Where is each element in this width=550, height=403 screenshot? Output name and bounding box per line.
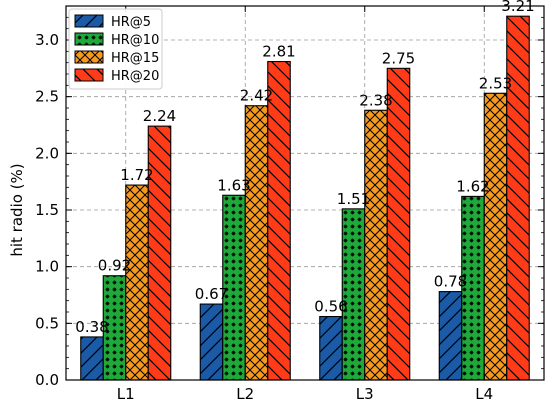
legend-swatch-pattern xyxy=(74,14,104,28)
x-tick-label: L4 xyxy=(475,385,493,403)
legend-swatch-pattern xyxy=(74,32,104,46)
legend-swatch-pattern xyxy=(74,68,104,82)
y-tick-label: 3.0 xyxy=(35,31,59,49)
data-label: 0.38 xyxy=(75,318,108,336)
y-tick-label: 0.5 xyxy=(35,314,59,332)
bar-pattern xyxy=(438,291,463,381)
data-label: 1.63 xyxy=(217,176,250,194)
y-tick-label: 2.5 xyxy=(35,88,59,106)
bar-pattern xyxy=(267,60,291,381)
bar-pattern xyxy=(125,184,149,381)
data-label: 2.81 xyxy=(262,43,295,61)
x-tick-label: L3 xyxy=(356,385,374,403)
legend-swatch-pattern xyxy=(74,50,104,64)
x-tick-label: L2 xyxy=(236,385,254,403)
bar-pattern xyxy=(506,15,530,381)
data-label: 1.72 xyxy=(120,166,153,184)
data-label: 0.92 xyxy=(98,257,131,275)
bar-pattern xyxy=(244,105,269,381)
data-label: 0.56 xyxy=(314,298,347,316)
data-label: 0.78 xyxy=(434,273,467,291)
data-label: 2.24 xyxy=(143,107,176,125)
legend-label: HR@10 xyxy=(111,33,159,48)
y-tick-label: 0.0 xyxy=(35,371,59,389)
bar-pattern xyxy=(319,315,343,381)
legend: HR@5 HR@10 HR@15 HR@20 xyxy=(68,8,163,90)
data-label: 1.62 xyxy=(456,177,489,195)
y-axis-label: hit radio (%) xyxy=(8,163,26,256)
data-label: 2.75 xyxy=(382,49,415,67)
legend-label: HR@5 xyxy=(111,15,151,30)
axes: 0.0 0.5 1.0 1.5 2.0 2.5 3.0 L1 L2 L3 L4 xyxy=(35,5,545,403)
y-tick-label: 2.0 xyxy=(35,144,59,162)
bars xyxy=(80,15,530,381)
legend-label: HR@20 xyxy=(111,69,159,84)
bar-pattern xyxy=(341,208,366,381)
data-labels: 0.38 0.67 0.56 0.78 0.92 1.63 1.51 1.62 1.72 2.42… xyxy=(75,0,534,336)
bar-pattern xyxy=(483,92,508,381)
data-label: 2.42 xyxy=(240,87,273,105)
bar-pattern xyxy=(364,109,388,381)
data-label: 0.67 xyxy=(195,285,228,303)
y-tick-label: 1.0 xyxy=(35,258,59,276)
x-tick-label: L1 xyxy=(117,385,135,403)
plot-frame xyxy=(65,5,545,381)
bar-pattern xyxy=(386,67,411,381)
bar-pattern xyxy=(80,336,104,381)
bar-pattern xyxy=(147,125,172,381)
bar-pattern xyxy=(199,303,224,381)
data-label: 1.51 xyxy=(337,190,370,208)
y-tick-label: 1.5 xyxy=(35,201,59,219)
legend-label: HR@15 xyxy=(111,51,159,66)
data-label: 3.21 xyxy=(501,0,534,15)
data-label: 2.53 xyxy=(479,74,512,92)
data-label: 2.38 xyxy=(359,91,392,109)
